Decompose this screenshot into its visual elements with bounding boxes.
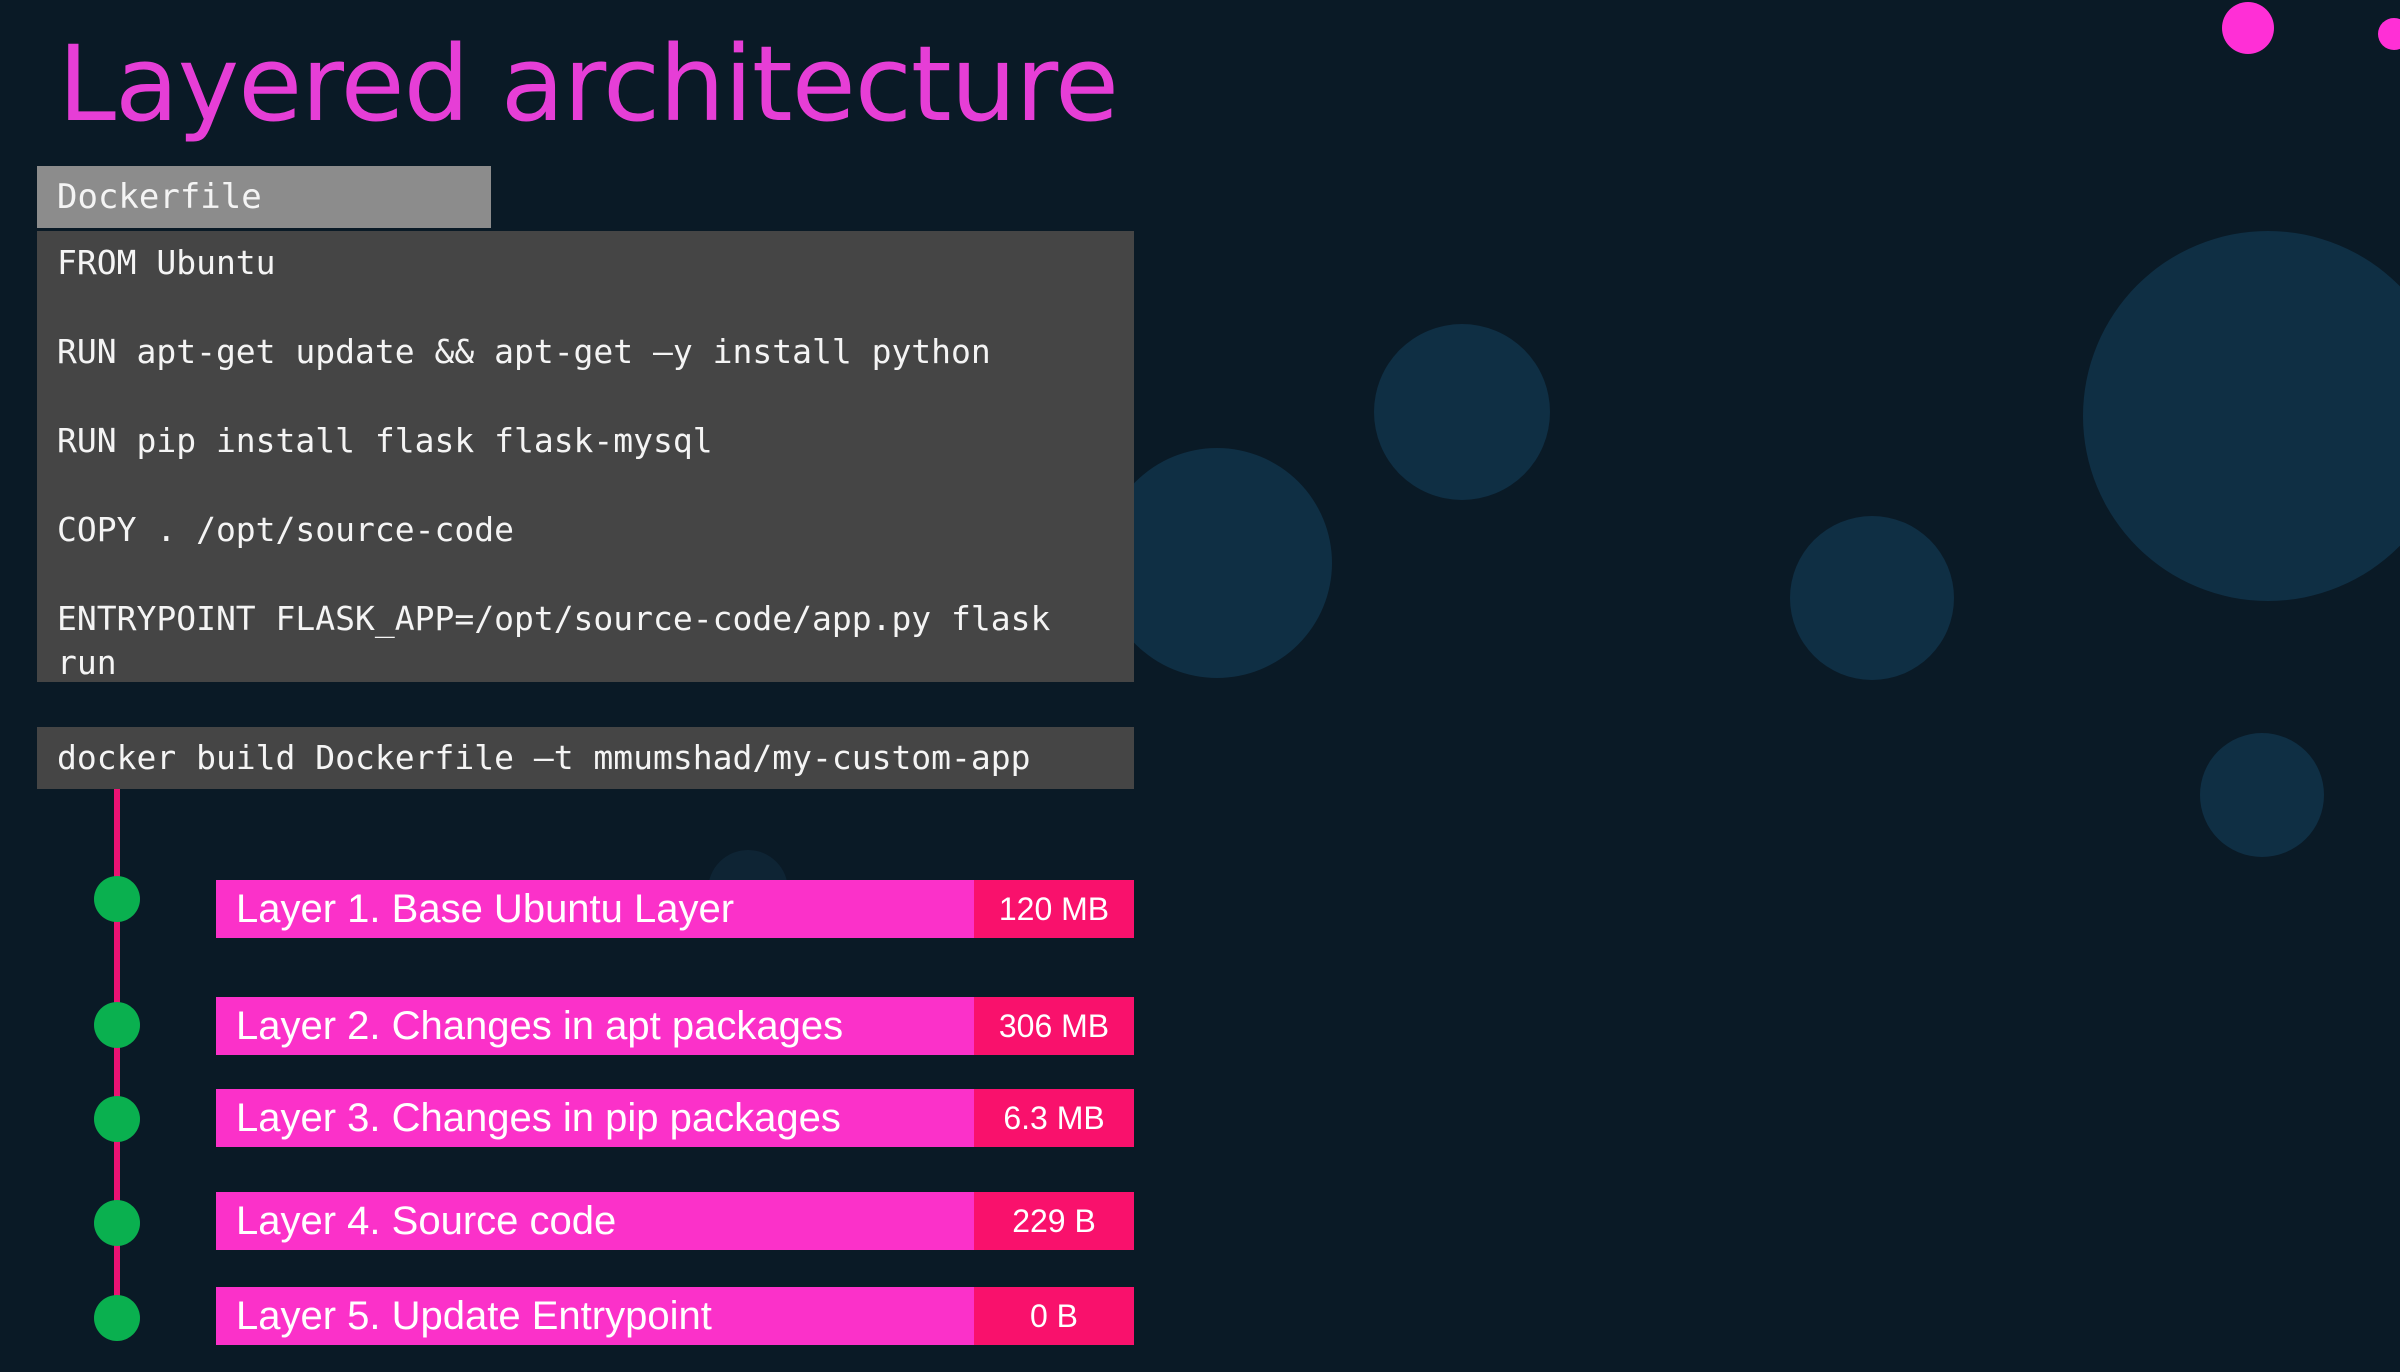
background-bubble: [1102, 448, 1332, 678]
dockerfile-code-block: FROM Ubuntu RUN apt-get update && apt-ge…: [37, 231, 1134, 682]
layer-3-label: Layer 3. Changes in pip packages: [216, 1089, 974, 1147]
background-bubble: [2200, 733, 2324, 857]
code-line-entrypoint: ENTRYPOINT FLASK_APP=/opt/source-code/ap…: [57, 599, 1071, 682]
timeline-node-2: [94, 1002, 140, 1048]
timeline-node-5: [94, 1295, 140, 1341]
layer-2-size: 306 MB: [974, 997, 1134, 1055]
timeline-node-3: [94, 1096, 140, 1142]
code-line-copy: COPY . /opt/source-code: [57, 510, 514, 549]
code-line-run-pip: RUN pip install flask flask-mysql: [57, 421, 713, 460]
background-bubble: [1790, 516, 1954, 680]
layer-5-label: Layer 5. Update Entrypoint: [216, 1287, 974, 1345]
timeline-node-4: [94, 1200, 140, 1246]
accent-dot: [2378, 18, 2400, 50]
slide-title: Layered architecture: [58, 23, 1119, 145]
accent-dot: [2222, 2, 2274, 54]
docker-build-command: docker build Dockerfile –t mmumshad/my-c…: [37, 727, 1134, 789]
layer-2-label: Layer 2. Changes in apt packages: [216, 997, 974, 1055]
layer-3-size: 6.3 MB: [974, 1089, 1134, 1147]
layer-5-size: 0 B: [974, 1287, 1134, 1345]
background-bubble: [1374, 324, 1550, 500]
dockerfile-tab: Dockerfile: [37, 166, 491, 228]
layer-1-label: Layer 1. Base Ubuntu Layer: [216, 880, 974, 938]
layer-timeline: [114, 789, 120, 1319]
layer-4-size: 229 B: [974, 1192, 1134, 1250]
timeline-node-1: [94, 876, 140, 922]
code-line-from: FROM Ubuntu: [57, 243, 276, 282]
layer-1-size: 120 MB: [974, 880, 1134, 938]
code-line-run-apt: RUN apt-get update && apt-get –y install…: [57, 332, 991, 371]
layer-4-label: Layer 4. Source code: [216, 1192, 974, 1250]
background-bubble: [2083, 231, 2400, 601]
